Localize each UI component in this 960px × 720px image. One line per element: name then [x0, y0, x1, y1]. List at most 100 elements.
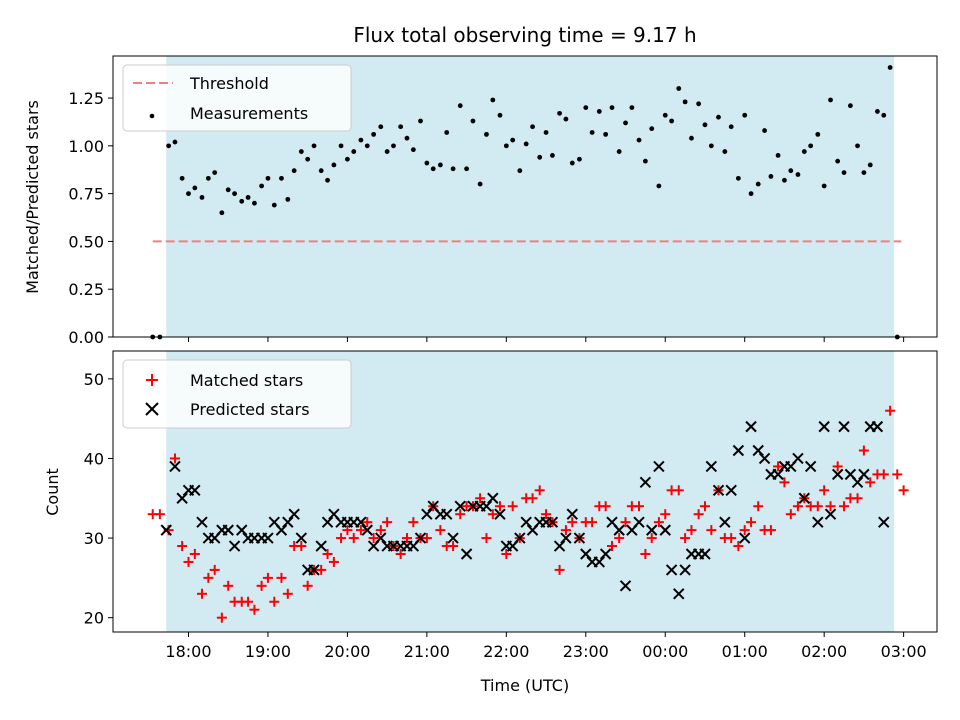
measurement-point: [828, 97, 833, 103]
measurement-point: [815, 131, 821, 137]
measurement-point: [887, 65, 893, 70]
measurement-point: [285, 196, 291, 202]
measurement-point: [603, 131, 609, 137]
matched-star-point: [892, 469, 903, 480]
measurement-point: [583, 105, 589, 111]
measurement-point: [722, 149, 728, 154]
x-tick-label: 18:00: [165, 642, 211, 661]
predicted-star-point: [546, 516, 559, 528]
x-axis-label: Time (UTC): [480, 676, 569, 695]
predicted-star-point: [679, 564, 691, 576]
legend-measurements-swatch: [149, 113, 155, 119]
predicted-star-point: [361, 524, 373, 536]
y-tick-label: 0.50: [68, 232, 104, 251]
matched-star-point: [302, 580, 313, 591]
matched-star-point: [673, 485, 684, 496]
matched-star-point: [223, 580, 234, 591]
measurement-point: [470, 118, 476, 124]
matched-star-point: [183, 556, 194, 567]
measurement-point: [662, 112, 668, 118]
matched-star-point: [448, 541, 459, 552]
matched-star-point: [203, 572, 214, 583]
predicted-star-point: [705, 460, 718, 473]
matched-star-point: [878, 469, 889, 480]
matched-star-point: [276, 572, 287, 583]
predicted-star-point: [804, 460, 817, 473]
measurement-point: [569, 160, 575, 166]
matched-star-point: [832, 461, 843, 472]
matched-star-point: [169, 453, 180, 464]
measurement-point: [391, 143, 396, 149]
matched-star-point: [355, 525, 366, 536]
matched-star-point: [475, 493, 486, 504]
predicted-star-point: [745, 420, 757, 433]
matched-star-point: [693, 509, 704, 520]
measurement-point: [596, 109, 602, 114]
matched-star-point: [660, 509, 671, 520]
matched-star-point: [607, 541, 618, 552]
matched-star-point: [322, 548, 333, 559]
measurement-point: [205, 175, 211, 181]
measurement-point: [563, 116, 569, 122]
matched-star-point: [494, 501, 505, 512]
predicted-star-point: [599, 548, 612, 560]
matched-star-point: [812, 501, 823, 512]
predicted-star-point: [275, 524, 288, 536]
predicted-star-point: [665, 564, 678, 576]
x-tick-label: 20:00: [324, 642, 370, 661]
predicted-star-point: [758, 452, 771, 465]
measurement-point: [410, 147, 416, 153]
predicted-star-point: [421, 508, 433, 520]
matched-star-point: [653, 517, 664, 528]
matched-star-point: [634, 501, 645, 512]
matched-star-point: [753, 501, 764, 512]
measurement-point: [875, 109, 880, 114]
predicted-star-point: [315, 540, 327, 552]
matched-star-point: [733, 541, 744, 552]
measurement-point: [384, 149, 390, 154]
measurement-point: [795, 172, 801, 177]
measurement-point: [735, 175, 741, 181]
measurement-point: [748, 191, 754, 197]
matched-star-point: [852, 493, 863, 504]
predicted-star-point: [514, 532, 526, 544]
predicted-star-point: [355, 516, 367, 528]
predicted-star-point: [573, 532, 586, 544]
predicted-star-point: [725, 484, 737, 497]
measurement-point: [762, 128, 767, 133]
predicted-star-point: [798, 492, 811, 504]
predicted-star-point: [719, 516, 731, 528]
predicted-star-point: [593, 556, 606, 568]
matched-star-point: [680, 533, 691, 544]
predicted-star-point: [824, 508, 837, 520]
predicted-star-point: [646, 524, 658, 536]
predicted-star-point: [460, 548, 473, 560]
y-tick-label: 30: [84, 529, 104, 548]
measurement-point: [577, 156, 582, 162]
matched-star-point: [402, 533, 413, 544]
predicted-star-point: [196, 516, 208, 528]
measurement-point: [291, 168, 297, 174]
measurement-point: [305, 156, 311, 162]
measurement-point: [696, 101, 702, 107]
matched-star-point: [792, 501, 803, 512]
matched-star-point: [614, 533, 625, 544]
count-legend-box: [122, 359, 352, 429]
matched-star-point: [196, 588, 207, 599]
y-tick-label: 0.00: [68, 328, 104, 347]
predicted-star-point: [282, 516, 294, 528]
predicted-star-point: [831, 468, 844, 481]
measurement-point: [841, 170, 847, 176]
measurement-point: [847, 103, 853, 109]
measurement-point: [186, 191, 191, 197]
measurement-point: [523, 141, 529, 147]
predicted-star-point: [633, 516, 645, 528]
matched-star-point: [858, 445, 869, 456]
x-tick-label: 22:00: [483, 642, 529, 661]
measurement-point: [318, 168, 324, 174]
matched-star-point: [382, 517, 393, 528]
measurement-point: [212, 170, 218, 176]
measurement-point: [351, 149, 357, 154]
measurement-point: [298, 149, 304, 154]
predicted-star-point: [520, 516, 532, 528]
